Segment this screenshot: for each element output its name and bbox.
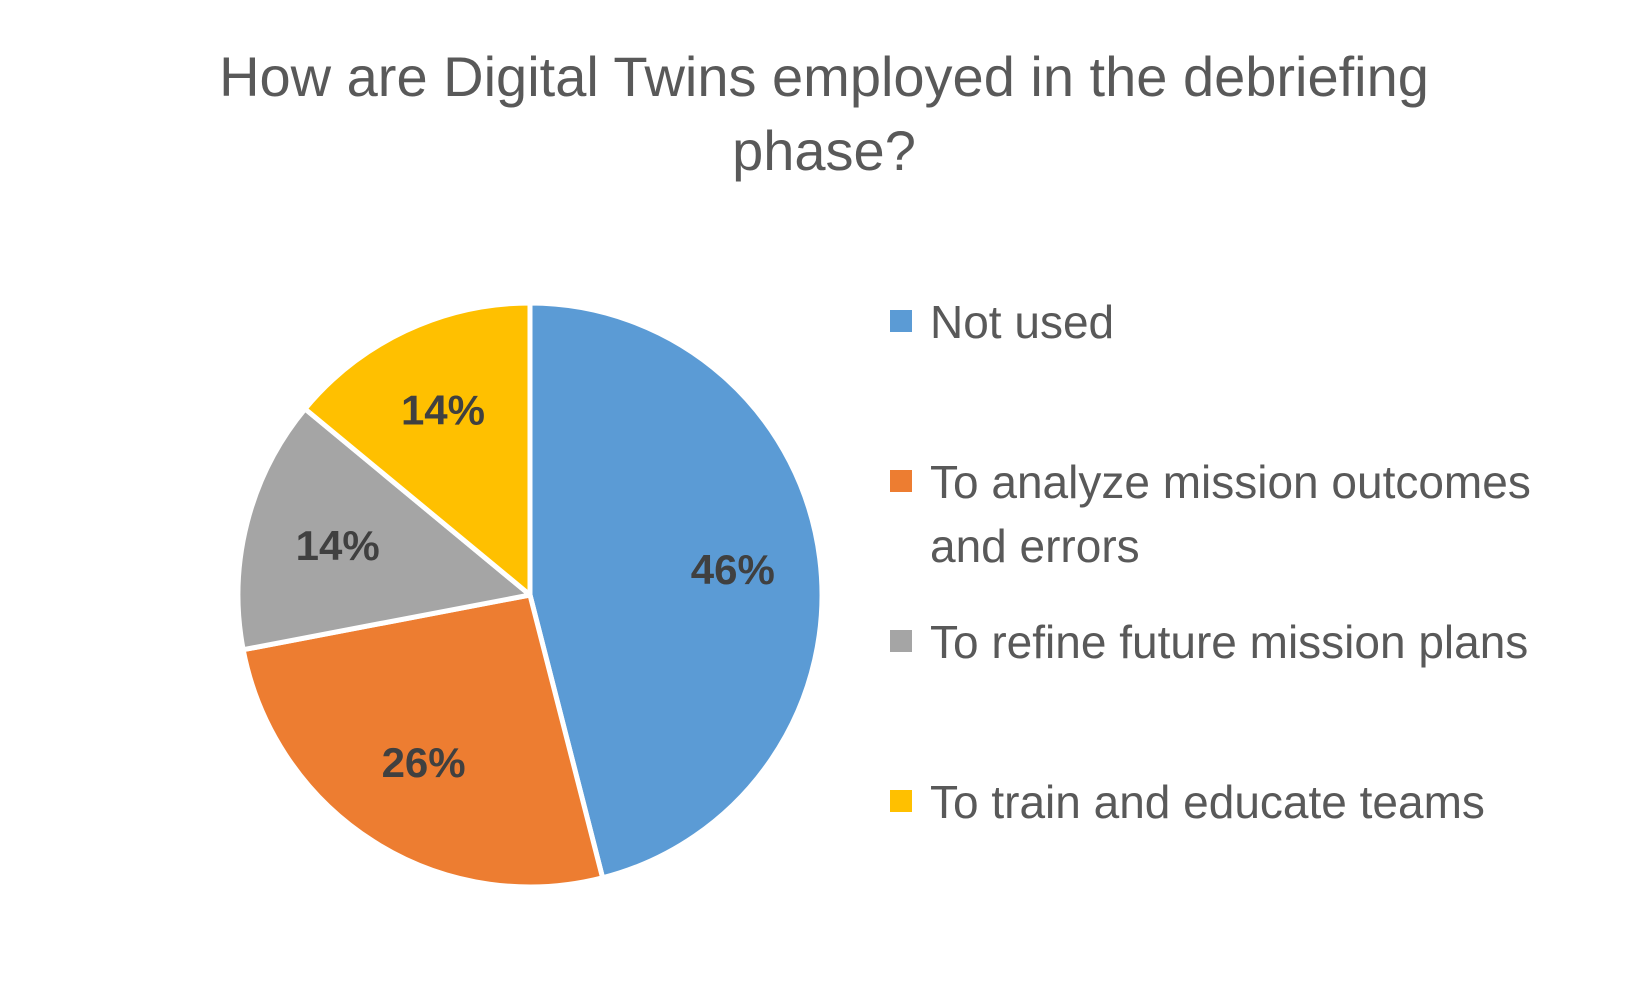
pie-slice-analyze-outcomes <box>240 592 606 890</box>
legend-item-train-teams: To train and educate teams <box>890 770 1630 834</box>
pie-slice-train-teams <box>302 300 533 598</box>
chart-title: How are Digital Twins employed in the de… <box>219 45 1429 182</box>
pie-slice-not-used <box>527 300 825 881</box>
legend-label: To train and educate teams <box>930 776 1485 828</box>
legend-item-refine-plans: To refine future mission plans <box>890 610 1630 674</box>
legend-label: To analyze mission outcomes and errors <box>930 456 1531 572</box>
legend-swatch-analyze-outcomes <box>890 470 912 492</box>
data-label-analyze-outcomes: 26% <box>382 739 466 786</box>
data-label-refine-plans: 14% <box>296 522 380 569</box>
legend-label: Not used <box>930 296 1115 348</box>
legend-item-analyze-outcomes: To analyze mission outcomes and errors <box>890 450 1630 578</box>
legend-label: To refine future mission plans <box>930 616 1529 668</box>
data-label-train-teams: 14% <box>401 387 485 434</box>
pie-slice-refine-plans <box>235 406 533 653</box>
legend-swatch-refine-plans <box>890 630 912 652</box>
data-label-not-used: 46% <box>691 546 775 593</box>
legend-item-not-used: Not used <box>890 290 1630 354</box>
legend-swatch-not-used <box>890 310 912 332</box>
legend-swatch-train-teams <box>890 790 912 812</box>
